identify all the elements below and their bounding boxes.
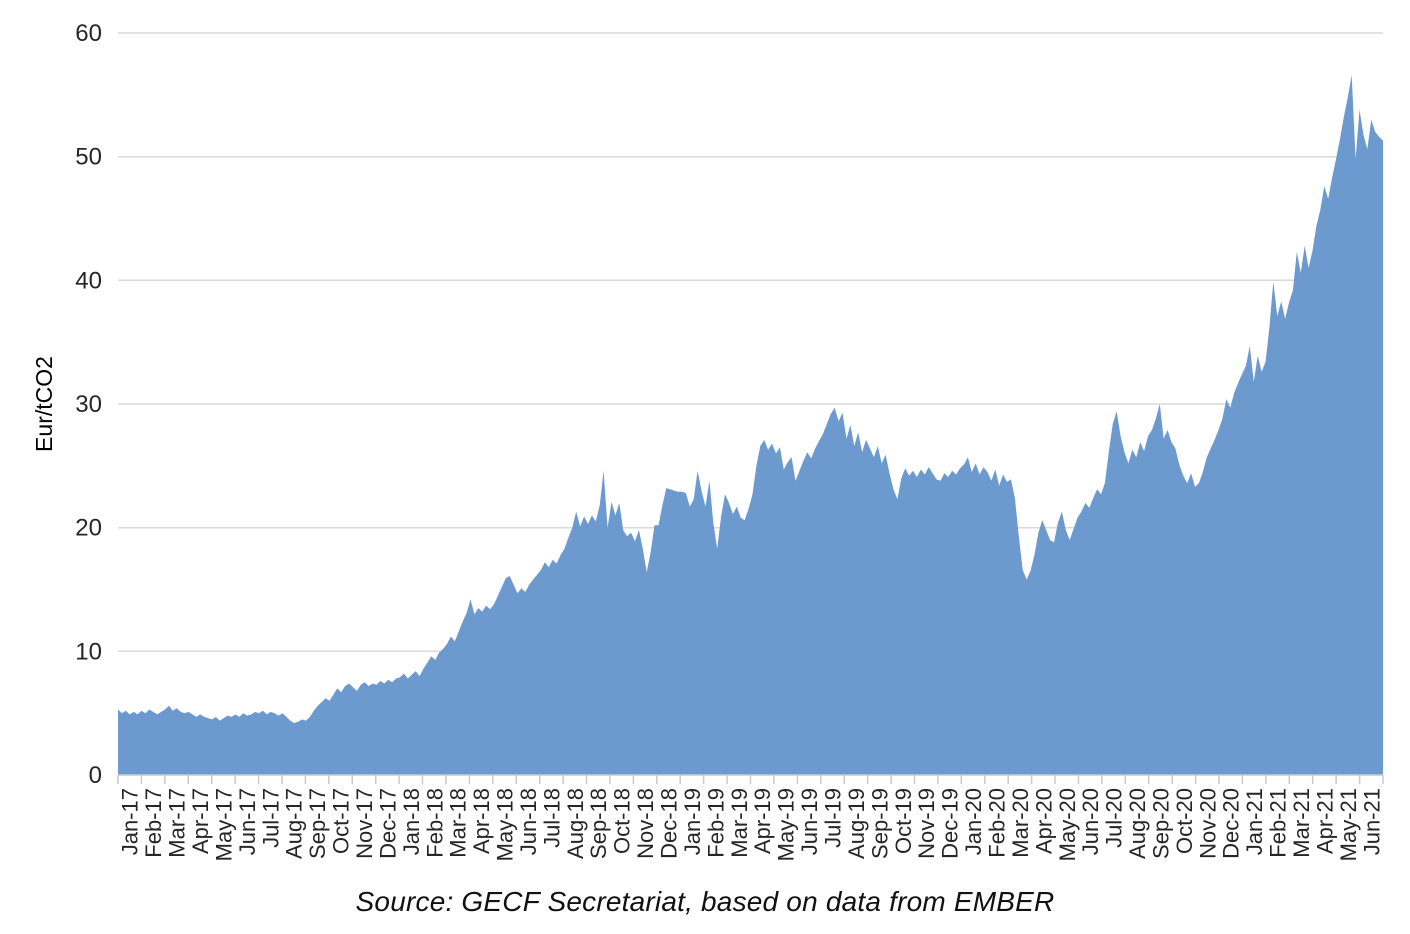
x-axis-label-Jan-20: Jan-20 <box>961 788 986 855</box>
x-axis-label-Aug-19: Aug-19 <box>844 788 869 859</box>
x-axis-label-Jul-17: Jul-17 <box>258 788 283 848</box>
y-axis-label-50: 50 <box>75 144 102 171</box>
x-axis-label-Jun-18: Jun-18 <box>516 788 541 855</box>
x-axis-label-Jun-17: Jun-17 <box>235 788 260 855</box>
x-axis-label-Feb-17: Feb-17 <box>141 788 166 858</box>
x-axis-label-May-21: May-21 <box>1336 788 1361 861</box>
x-axis-label-Oct-20: Oct-20 <box>1172 788 1197 854</box>
y-axis-label-30: 30 <box>75 391 102 418</box>
y-axis-label-0: 0 <box>89 762 102 789</box>
x-axis-label-Feb-21: Feb-21 <box>1266 788 1291 858</box>
y-axis-label-20: 20 <box>75 515 102 542</box>
x-axis-label-Feb-20: Feb-20 <box>985 788 1010 858</box>
x-axis-label-Feb-19: Feb-19 <box>703 788 728 858</box>
x-axis-label-Jul-20: Jul-20 <box>1102 788 1127 848</box>
x-axis-label-Jun-19: Jun-19 <box>797 788 822 855</box>
x-axis-label-Nov-18: Nov-18 <box>633 788 658 859</box>
x-axis-label-May-17: May-17 <box>211 788 236 861</box>
x-axis-label-Sep-18: Sep-18 <box>586 788 611 859</box>
x-axis-label-Mar-18: Mar-18 <box>446 788 471 858</box>
x-axis-label-Nov-20: Nov-20 <box>1195 788 1220 859</box>
x-axis-label-Mar-21: Mar-21 <box>1289 788 1314 858</box>
x-axis-label-Jan-21: Jan-21 <box>1242 788 1267 855</box>
x-axis-label-Jul-19: Jul-19 <box>821 788 846 848</box>
x-axis-label-Aug-17: Aug-17 <box>282 788 307 859</box>
y-axis-title: Eur/tCO2 <box>31 356 57 452</box>
x-axis-label-Dec-19: Dec-19 <box>938 788 963 859</box>
x-axis-label-Jan-19: Jan-19 <box>680 788 705 855</box>
x-axis-label-May-19: May-19 <box>774 788 799 861</box>
price-area-chart: Eur/tCO2 Jan-17Feb-17Mar-17Apr-17May-17J… <box>31 20 1384 861</box>
x-axis-label-Nov-17: Nov-17 <box>352 788 377 859</box>
x-axis-label-Aug-20: Aug-20 <box>1125 788 1150 859</box>
y-axis-label-40: 40 <box>75 267 102 294</box>
x-axis-label-Apr-17: Apr-17 <box>188 788 213 854</box>
x-axis-label-Sep-20: Sep-20 <box>1149 788 1174 859</box>
x-axis-label-Oct-18: Oct-18 <box>610 788 635 854</box>
x-axis-label-Jul-18: Jul-18 <box>539 788 564 848</box>
x-axis-label-Mar-17: Mar-17 <box>165 788 190 858</box>
area-series-carbon-price <box>118 75 1383 775</box>
x-axis-label-May-20: May-20 <box>1055 788 1080 861</box>
x-axis-label-Mar-19: Mar-19 <box>727 788 752 858</box>
x-axis-label-Feb-18: Feb-18 <box>422 788 447 858</box>
x-axis-label-Jun-20: Jun-20 <box>1078 788 1103 855</box>
x-axis-label-Sep-19: Sep-19 <box>867 788 892 859</box>
x-axis-label-Aug-18: Aug-18 <box>563 788 588 859</box>
source-caption: Source: GECF Secretariat, based on data … <box>355 886 1055 917</box>
x-axis-label-Dec-20: Dec-20 <box>1219 788 1244 859</box>
x-axis-label-Oct-17: Oct-17 <box>329 788 354 854</box>
x-axis-label-Nov-19: Nov-19 <box>914 788 939 859</box>
x-axis-label-May-18: May-18 <box>493 788 518 861</box>
x-axis-label-Dec-18: Dec-18 <box>657 788 682 859</box>
x-axis-label-Jun-21: Jun-21 <box>1359 788 1384 855</box>
x-axis-label-Apr-21: Apr-21 <box>1312 788 1337 854</box>
y-axis-label-60: 60 <box>75 20 102 47</box>
x-axis-label-Sep-17: Sep-17 <box>305 788 330 859</box>
x-axis-label-Apr-18: Apr-18 <box>469 788 494 854</box>
x-axis-label-Mar-20: Mar-20 <box>1008 788 1033 858</box>
x-axis-label-Jan-18: Jan-18 <box>399 788 424 855</box>
x-axis-label-Apr-19: Apr-19 <box>750 788 775 854</box>
x-axis-label-Oct-19: Oct-19 <box>891 788 916 854</box>
x-axis-label-Dec-17: Dec-17 <box>375 788 400 859</box>
x-axis-label-Jan-17: Jan-17 <box>118 788 143 855</box>
x-axis-label-Apr-20: Apr-20 <box>1031 788 1056 854</box>
y-axis-label-10: 10 <box>75 638 102 665</box>
